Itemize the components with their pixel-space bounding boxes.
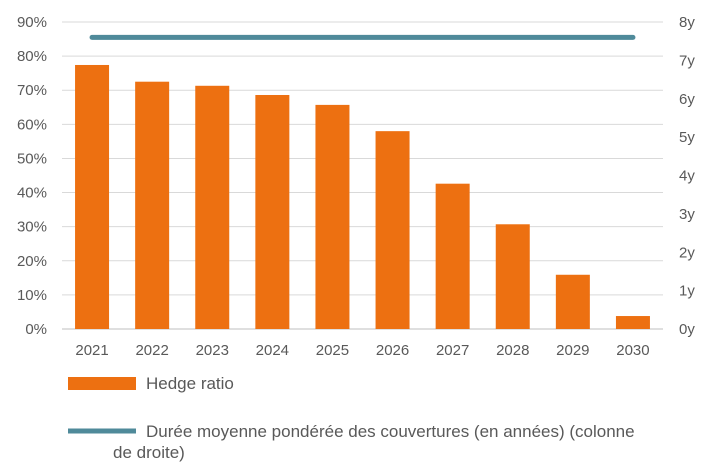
- x-tick-label: 2023: [196, 342, 229, 359]
- bar-2024: [255, 94, 290, 330]
- bar-series: [75, 64, 650, 330]
- y-left-tick-label: 30%: [17, 219, 47, 236]
- x-tick-label: 2024: [256, 342, 289, 359]
- x-tick-label: 2022: [135, 342, 168, 359]
- y-right-tick-label: 1y: [679, 283, 695, 300]
- right-y-axis: 0y 1y 2y 3y 4y 5y 6y 7y 8y: [679, 14, 695, 338]
- y-right-tick-label: 8y: [679, 14, 695, 31]
- y-left-tick-label: 70%: [17, 82, 47, 99]
- y-right-tick-label: 0y: [679, 321, 695, 338]
- x-axis: 2021 2022 2023 2024 2025 2026 2027 2028 2029 2030: [75, 342, 649, 359]
- y-left-tick-label: 50%: [17, 150, 47, 167]
- x-tick-label: 2030: [616, 342, 649, 359]
- x-tick-label: 2026: [376, 342, 409, 359]
- legend-label-duration: Durée moyenne pondérée des couvertures (…: [113, 422, 639, 462]
- bar-2027: [435, 183, 470, 329]
- legend-swatch-bar: [68, 377, 136, 390]
- legend-label-duration-line2: de droite): [113, 443, 185, 462]
- bar-2030: [615, 316, 650, 329]
- y-left-tick-label: 40%: [17, 185, 47, 202]
- x-tick-label: 2029: [556, 342, 589, 359]
- bar-2022: [135, 81, 170, 329]
- legend-label-hedge-ratio: Hedge ratio: [146, 374, 234, 393]
- bar-2028: [495, 224, 530, 329]
- y-left-tick-label: 60%: [17, 116, 47, 133]
- left-y-axis: 0% 10% 20% 30% 40% 50% 60% 70% 80% 90%: [17, 14, 47, 338]
- x-tick-label: 2021: [75, 342, 108, 359]
- y-left-tick-label: 0%: [25, 321, 47, 338]
- y-left-tick-label: 80%: [17, 48, 47, 65]
- bar-2025: [315, 104, 350, 329]
- y-right-tick-label: 7y: [679, 52, 695, 69]
- y-left-tick-label: 10%: [17, 287, 47, 304]
- y-right-tick-label: 2y: [679, 244, 695, 261]
- y-right-tick-label: 5y: [679, 129, 695, 146]
- x-tick-label: 2027: [436, 342, 469, 359]
- bar-2023: [195, 85, 230, 329]
- y-left-tick-label: 20%: [17, 253, 47, 270]
- y-right-tick-label: 3y: [679, 206, 695, 223]
- bar-2026: [375, 131, 410, 329]
- legend: Hedge ratio Durée moyenne pondérée des c…: [68, 374, 639, 462]
- x-tick-label: 2025: [316, 342, 349, 359]
- legend-label-duration-line1: Durée moyenne pondérée des couvertures (…: [146, 422, 635, 441]
- y-right-tick-label: 6y: [679, 91, 695, 108]
- x-tick-label: 2028: [496, 342, 529, 359]
- y-left-tick-label: 90%: [17, 14, 47, 31]
- bar-2021: [75, 64, 110, 329]
- y-right-tick-label: 4y: [679, 168, 695, 185]
- bar-2029: [555, 274, 590, 329]
